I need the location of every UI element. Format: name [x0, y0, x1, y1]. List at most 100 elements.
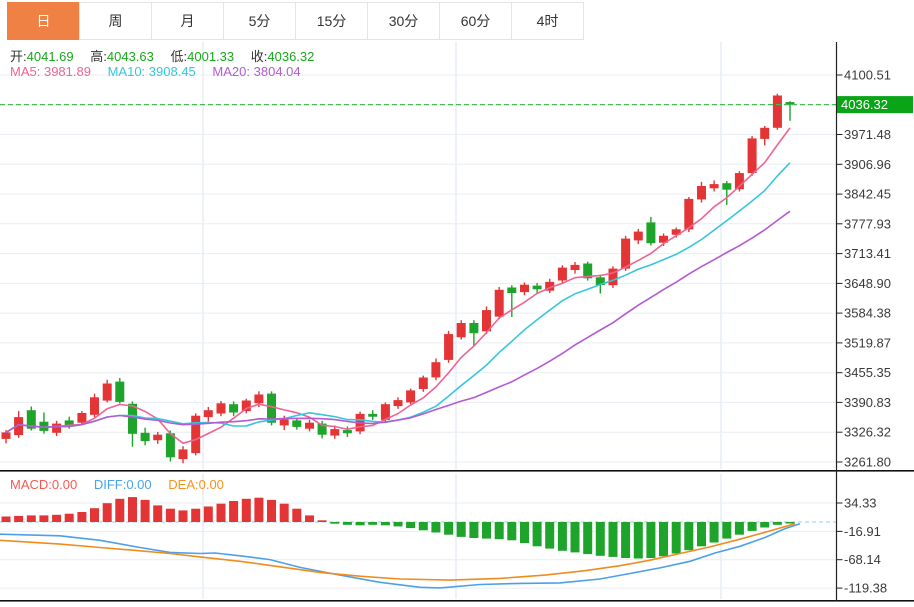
candle-body-up — [380, 404, 390, 420]
macd-axis-label: -119.38 — [844, 581, 887, 596]
close-value: 4036.32 — [267, 49, 315, 64]
candle-body-down — [39, 421, 49, 431]
macd-bar-negative — [355, 522, 365, 526]
candle-body-up — [241, 400, 251, 412]
price-axis-label: 3261.80 — [844, 455, 891, 470]
tab-4hour[interactable]: 4时 — [511, 2, 584, 40]
tab-15min[interactable]: 15分 — [295, 2, 368, 40]
macd-histogram — [1, 497, 795, 559]
candle-body-down — [128, 403, 137, 434]
macd-label: MACD: — [10, 477, 52, 492]
dea-value: 0.00 — [198, 477, 224, 492]
macd-bar-negative — [608, 522, 618, 557]
candle-body-down — [64, 420, 74, 427]
candle-body-up — [279, 419, 289, 426]
tab-5min[interactable]: 5分 — [223, 2, 296, 40]
candle-body-up — [760, 127, 770, 139]
candle-body-up — [482, 310, 491, 332]
candle-body-up — [153, 434, 163, 441]
grid-layer — [0, 42, 836, 599]
candle-body-up — [406, 390, 416, 403]
macd-bar-negative — [431, 522, 441, 533]
candle-body-up — [431, 362, 441, 378]
macd-bar-positive — [191, 508, 201, 522]
ma5-value: 3981.89 — [43, 64, 91, 79]
macd-bar-negative — [380, 522, 390, 526]
macd-bar-negative — [456, 522, 466, 537]
high-label: 高: — [90, 49, 107, 64]
macd-bar-negative — [368, 522, 378, 525]
candle-body-up — [520, 284, 529, 293]
candle-body-down — [368, 413, 378, 417]
candle-body-down — [595, 277, 605, 286]
macd-bar-positive — [1, 516, 11, 522]
macd-bar-positive — [26, 515, 36, 522]
tab-week[interactable]: 周 — [79, 2, 152, 40]
macd-bar-positive — [52, 514, 62, 522]
candle-body-up — [709, 184, 719, 189]
candle-body-up — [671, 229, 681, 235]
macd-bar-negative — [418, 522, 428, 531]
macd-bar-positive — [128, 497, 137, 522]
candle-body-up — [697, 186, 706, 200]
candle-body-down — [115, 381, 125, 402]
macd-bar-negative — [469, 522, 479, 538]
macd-bar-positive — [178, 510, 188, 522]
macd-bar-positive — [64, 513, 74, 522]
candle-body-down — [267, 393, 276, 423]
candle-body-up — [14, 417, 24, 436]
candle-body-up — [456, 323, 466, 338]
current-price-label-bg — [837, 96, 913, 114]
price-axis-label: 3777.93 — [844, 216, 891, 231]
macd-bar-positive — [267, 499, 276, 522]
macd-bar-negative — [772, 522, 782, 525]
macd-bar-negative — [520, 522, 529, 543]
candle-body-up — [102, 383, 112, 401]
candle-body-up — [203, 410, 213, 418]
ma5-label: MA5: — [10, 64, 41, 79]
diff-label: DIFF: — [93, 477, 127, 492]
candle-body-up — [734, 173, 744, 190]
open-value: 4041.69 — [26, 49, 74, 64]
macd-bar-negative — [671, 522, 681, 554]
candle-body-down — [583, 263, 593, 279]
macd-bar-negative — [709, 522, 719, 543]
macd-bar-positive — [90, 508, 99, 522]
price-axis-label: 3713.41 — [844, 246, 891, 261]
price-axis-label: 3455.35 — [844, 365, 891, 380]
axis-labels: 4100.51 3971.48 3906.96 3842.45 3777.93 3713.… — [836, 68, 891, 596]
macd-bar-negative — [734, 522, 744, 535]
macd-axis-label: -68.14 — [844, 552, 881, 567]
current-price-label: 4036.32 — [837, 96, 913, 114]
tab-60min[interactable]: 60分 — [439, 2, 512, 40]
macd-bar-negative — [583, 522, 593, 555]
macd-bar-positive — [102, 503, 112, 522]
macd-axis-label: 34.33 — [844, 496, 877, 511]
candle-body-down — [26, 410, 36, 429]
tab-month[interactable]: 月 — [151, 2, 224, 40]
candle-body-up — [747, 138, 757, 173]
tab-30min[interactable]: 30分 — [367, 2, 440, 40]
candle-body-up — [418, 377, 428, 389]
macd-bar-negative — [621, 522, 631, 558]
candle-body-up — [444, 334, 454, 360]
macd-bar-positive — [229, 501, 239, 522]
macd-bar-negative — [570, 522, 580, 553]
close-label: 收: — [250, 49, 268, 64]
macd-bar-positive — [203, 506, 213, 522]
candle-body-down — [317, 423, 327, 435]
candle-body-down — [646, 222, 656, 244]
tab-day[interactable]: 日 — [7, 2, 80, 40]
macd-bar-negative — [532, 522, 542, 547]
candle-body-up — [659, 235, 668, 243]
macd-bar-positive — [153, 505, 163, 522]
ohlc-info-row: 开:4041.69 高:4043.63 低:4001.33 收:4036.32 — [10, 46, 327, 65]
price-axis-label: 4100.51 — [844, 68, 891, 83]
ma5-line — [5, 127, 791, 445]
candle-body-up — [330, 429, 340, 436]
macd-bar-positive — [115, 498, 125, 522]
open-label: 开: — [10, 49, 27, 64]
price-axis-label: 3326.32 — [844, 425, 891, 440]
